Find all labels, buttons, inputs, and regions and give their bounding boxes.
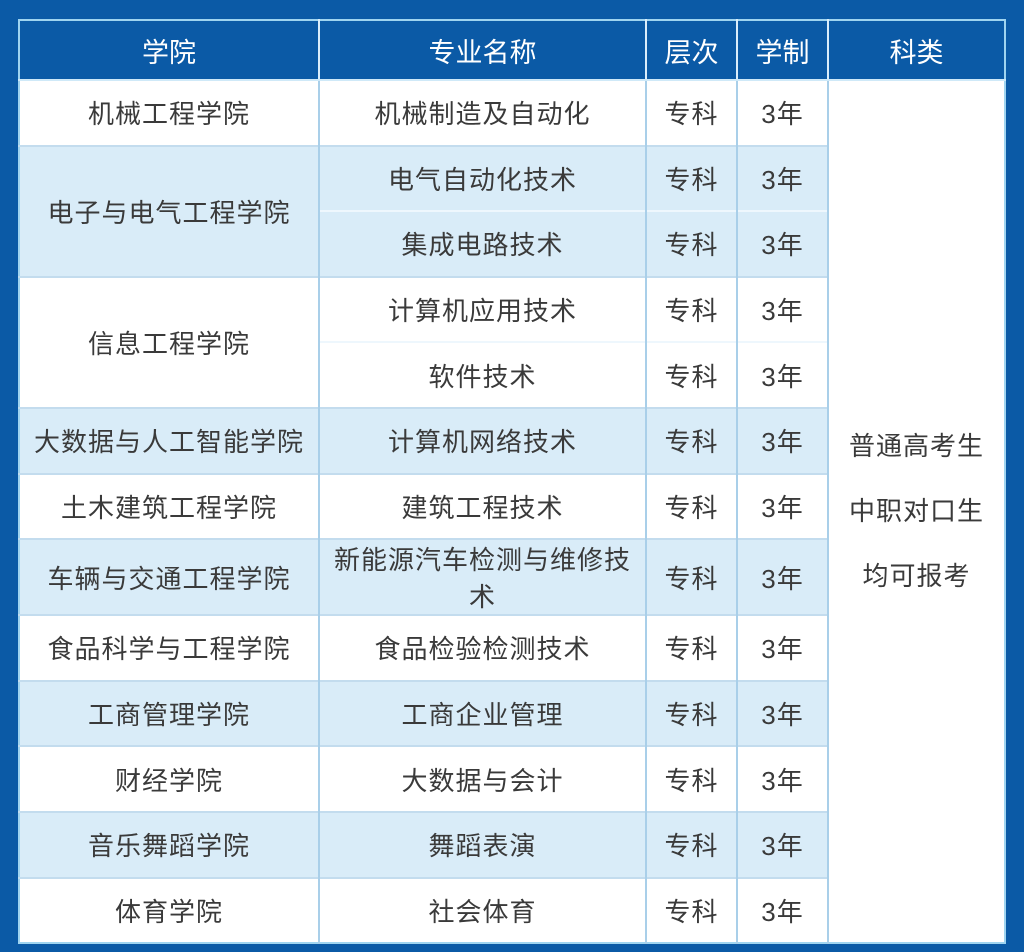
major-cell: 工商企业管理 [318,679,646,747]
table-row: 工商管理学院 工商企业管理 专科 3年 [19,679,1005,747]
major-cell: 电气自动化技术 [318,144,646,212]
major-cell: 舞蹈表演 [318,810,646,878]
college-cell: 工商管理学院 [19,679,319,747]
level-cell: 专科 [645,341,737,408]
category-line: 中职对口生 [848,496,984,527]
column-header-major: 专业名称 [318,20,646,81]
major-cell: 软件技术 [318,341,646,408]
header-row: 学院 专业名称 层次 学制 科类 [19,20,1005,81]
duration-cell: 3年 [736,341,828,408]
table-row: 信息工程学院 计算机应用技术 专科 3年 [19,275,1005,408]
table-row: 财经学院 大数据与会计 专科 3年 [19,745,1005,812]
major-cell: 计算机应用技术 [318,275,646,343]
level-cell: 专科 [645,472,737,540]
college-cell: 大数据与人工智能学院 [19,406,319,474]
table-header: 学院 专业名称 层次 学制 科类 [19,20,1005,81]
table-row: 土木建筑工程学院 建筑工程技术 专科 3年 [19,472,1005,540]
level-cell: 专科 [645,79,737,146]
level-cell: 专科 [645,538,737,616]
table-row: 车辆与交通工程学院 新能源汽车检测与维修技术 专科 3年 [19,538,1005,616]
table-row: 集成电路技术 专科 3年 [19,210,1005,277]
level-cell: 专科 [645,406,737,474]
duration-cell: 3年 [736,210,828,277]
duration-cell: 3年 [736,679,828,747]
level-cell: 专科 [645,275,737,343]
level-cell: 专科 [645,810,737,878]
table-row: 体育学院 社会体育 专科 3年 [19,876,1005,944]
table-row: 食品科学与工程学院 食品检验检测技术 专科 3年 [19,614,1005,681]
duration-cell: 3年 [736,275,828,343]
duration-cell: 3年 [736,876,828,944]
duration-cell: 3年 [736,472,828,540]
college-cell: 车辆与交通工程学院 [19,538,319,616]
level-cell: 专科 [645,679,737,747]
column-header-level: 层次 [645,20,737,81]
table-row: 电子与电气工程学院 电气自动化技术 专科 3年 [19,144,1005,277]
table-body: 机械工程学院 机械制造及自动化 专科 3年 普通高考生 中职对口生 均可报考 电子与电气工程学… [19,78,1005,944]
table-row: 音乐舞蹈学院 舞蹈表演 专科 3年 [19,810,1005,878]
major-cell: 新能源汽车检测与维修技术 [318,538,646,616]
major-cell: 建筑工程技术 [318,472,646,540]
level-cell: 专科 [645,210,737,277]
table-row: 机械工程学院 机械制造及自动化 专科 3年 普通高考生 中职对口生 均可报考 [19,78,1005,944]
category-line: 均可报考 [862,561,971,592]
admissions-table: 学院 专业名称 层次 学制 科类 机械工程学院 机械制造及自动化 专科 3年 普通高考生… [18,19,1006,945]
college-cell: 音乐舞蹈学院 [19,810,319,878]
column-header-category: 科类 [827,20,1005,81]
duration-cell: 3年 [736,538,828,616]
level-cell: 专科 [645,614,737,681]
duration-cell: 3年 [736,144,828,212]
level-cell: 专科 [645,876,737,944]
major-cell: 机械制造及自动化 [318,79,646,146]
level-cell: 专科 [645,745,737,812]
major-cell: 集成电路技术 [318,210,646,277]
college-cell: 电子与电气工程学院 [19,144,319,277]
college-cell: 体育学院 [19,876,319,944]
major-cell: 社会体育 [318,876,646,944]
duration-cell: 3年 [736,406,828,474]
duration-cell: 3年 [736,614,828,681]
level-cell: 专科 [645,144,737,212]
college-cell: 机械工程学院 [19,79,319,146]
college-cell: 食品科学与工程学院 [19,614,319,681]
college-cell: 财经学院 [19,745,319,812]
table-row: 大数据与人工智能学院 计算机网络技术 专科 3年 [19,406,1005,474]
college-cell: 信息工程学院 [19,275,319,408]
column-header-college: 学院 [19,20,319,81]
major-cell: 计算机网络技术 [318,406,646,474]
column-header-duration: 学制 [736,20,828,81]
college-cell: 土木建筑工程学院 [19,472,319,540]
major-cell: 大数据与会计 [318,745,646,812]
category-cell: 普通高考生中职对口生均可报考 [827,78,1005,944]
table-row: 软件技术 专科 3年 [19,341,1005,408]
duration-cell: 3年 [736,810,828,878]
category-line: 普通高考生 [848,431,984,462]
duration-cell: 3年 [736,79,828,146]
duration-cell: 3年 [736,745,828,812]
major-cell: 食品检验检测技术 [318,614,646,681]
